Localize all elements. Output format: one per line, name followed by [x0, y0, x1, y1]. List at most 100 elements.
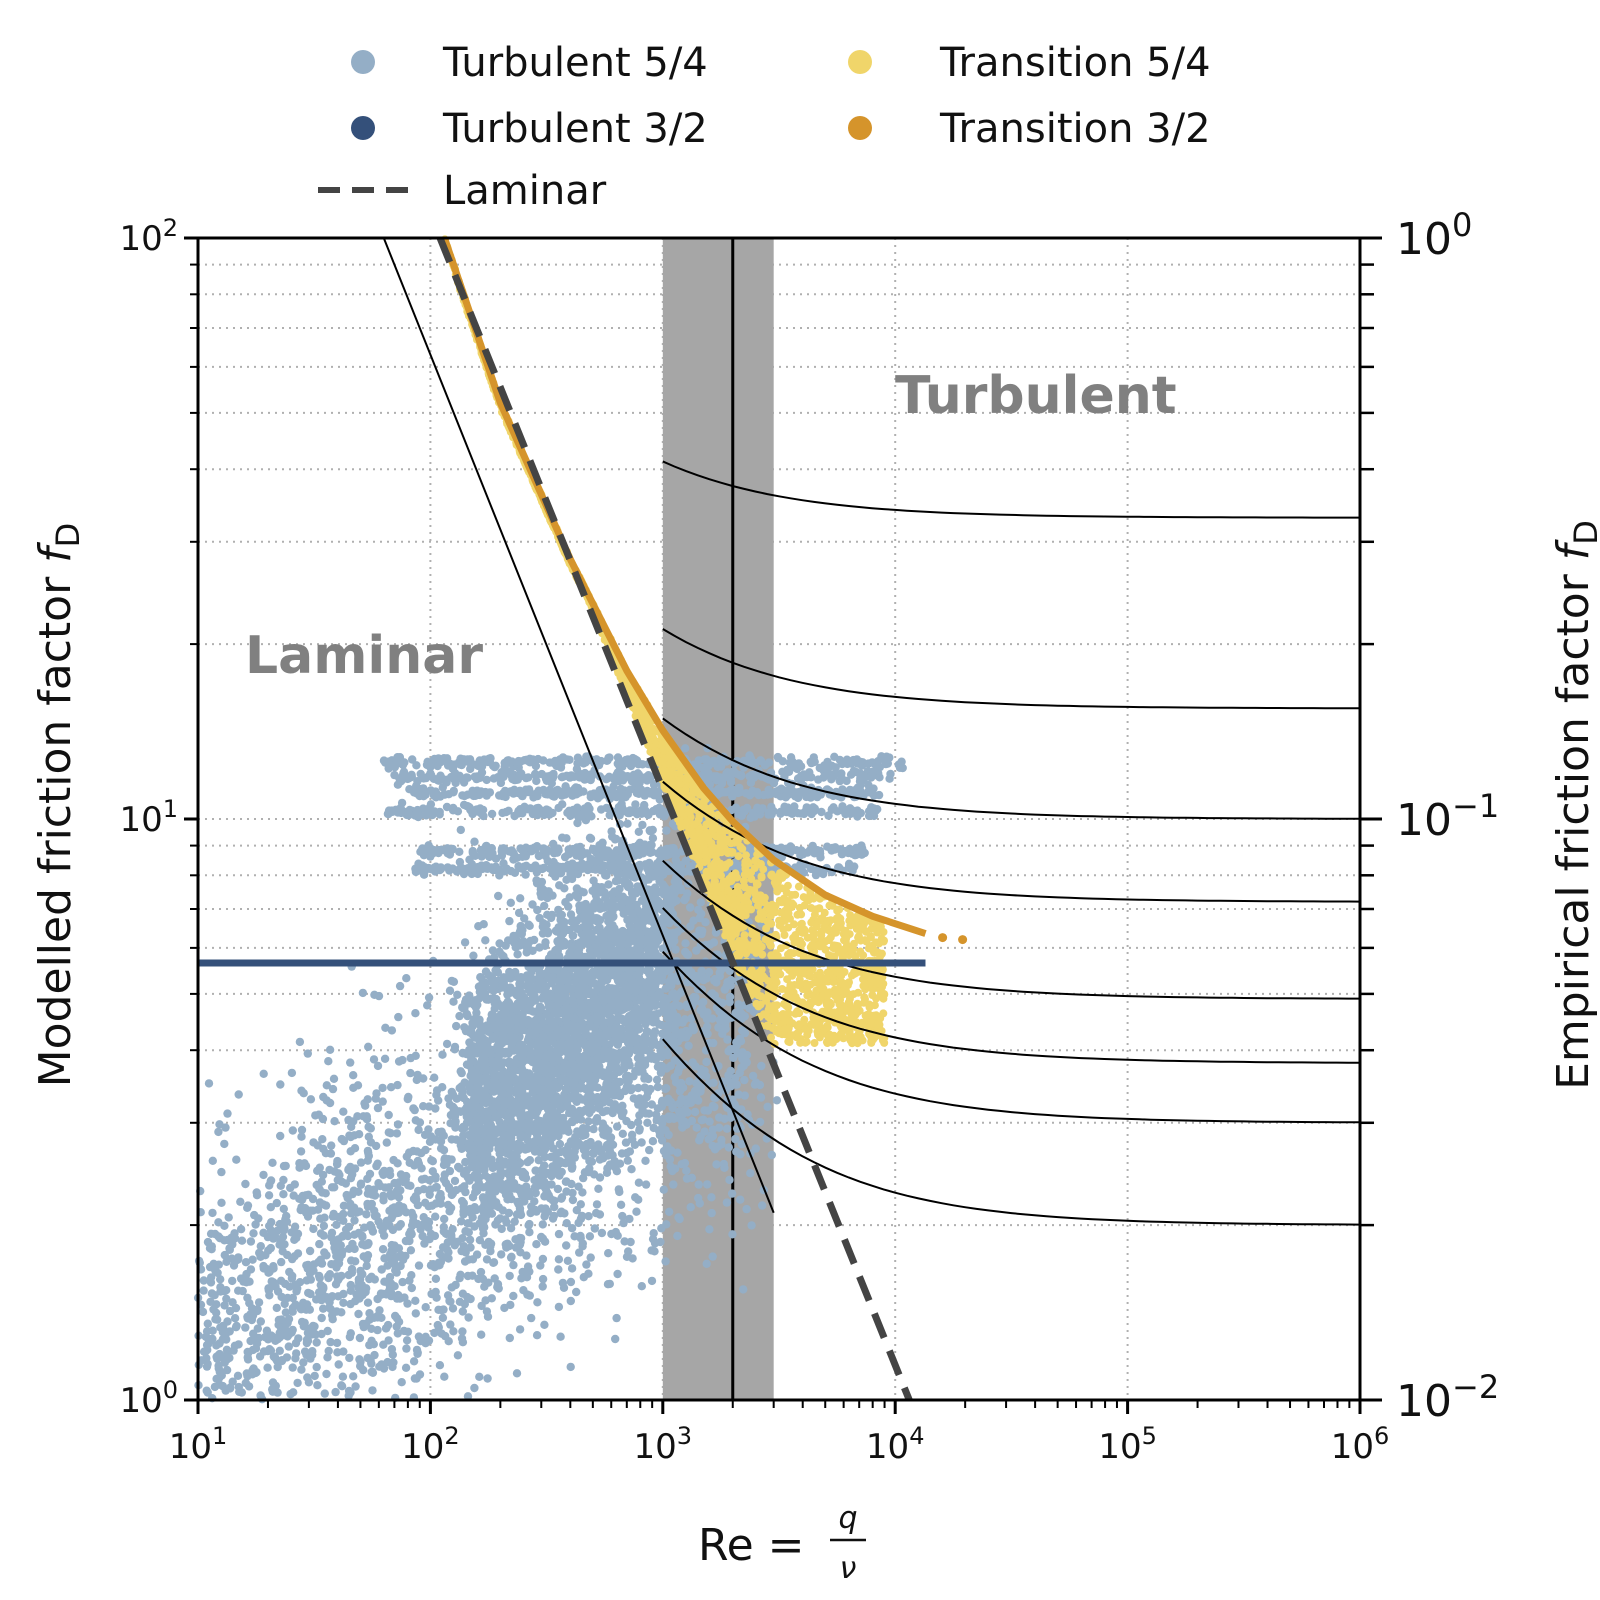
turbulent-5-4-point: [609, 1091, 619, 1100]
turbulent-5-4-point: [373, 1103, 383, 1113]
turbulent-5-4-point: [581, 1051, 591, 1060]
turbulent-5-4-point: [726, 1113, 735, 1123]
turbulent-5-4-point: [491, 1161, 500, 1171]
turbulent-5-4-point: [208, 1326, 217, 1335]
turbulent-5-4-point: [506, 1300, 515, 1310]
turbulent-5-4-point: [314, 1288, 324, 1297]
turbulent-5-4-point: [305, 1246, 315, 1256]
turbulent-5-4-point: [593, 1083, 602, 1092]
turbulent-5-4-point: [299, 1358, 308, 1367]
turbulent-5-4-point: [263, 1363, 272, 1372]
turbulent-5-4-point: [712, 1160, 721, 1169]
turbulent-5-4-point: [249, 1329, 258, 1338]
turbulent-5-4-point: [460, 1105, 470, 1115]
turbulent-5-4-point: [333, 1156, 342, 1166]
turbulent-5-4-point: [614, 1012, 623, 1022]
turbulent-5-4-point: [682, 1002, 692, 1012]
turbulent-5-4-point: [234, 1090, 243, 1099]
turbulent-5-4-point: [566, 1362, 575, 1372]
turbulent-5-4-point: [455, 1011, 464, 1021]
turbulent-5-4-point: [647, 1276, 657, 1286]
turbulent-5-4-point: [364, 1122, 373, 1132]
turbulent-5-4-point: [431, 1104, 440, 1113]
turbulent-5-4-point: [554, 938, 564, 947]
turbulent-5-4-point: [708, 989, 717, 998]
turbulent-5-4-point: [391, 1311, 400, 1321]
turbulent-5-4-point: [539, 1076, 548, 1086]
turbulent-5-4-point: [241, 1323, 250, 1332]
turbulent-5-4-point: [351, 1257, 360, 1266]
turbulent-5-4-point: [368, 1227, 378, 1236]
turbulent-5-4-point: [447, 976, 456, 986]
turbulent-5-4-point: [399, 1326, 409, 1336]
turbulent-5-4-point: [387, 1026, 397, 1035]
turbulent-5-4-point: [480, 1282, 489, 1291]
turbulent-5-4-point: [356, 1180, 366, 1190]
turbulent-5-4-point: [681, 744, 690, 753]
turbulent-5-4-point: [287, 1068, 297, 1078]
turbulent-5-4-point: [482, 995, 491, 1004]
turbulent-5-4-point: [619, 1107, 628, 1117]
turbulent-5-4-point: [423, 1001, 432, 1010]
turbulent-5-4-point: [477, 1330, 486, 1339]
turbulent-5-4-point: [334, 1360, 343, 1369]
turbulent-5-4-point: [259, 1261, 268, 1271]
turbulent-5-4-point: [268, 1385, 277, 1394]
turbulent-5-4-point: [236, 1225, 246, 1234]
turbulent-5-4-point: [605, 1009, 614, 1018]
turbulent-5-4-point: [406, 1246, 416, 1255]
turbulent-5-4-point: [483, 1374, 492, 1383]
turbulent-5-4-point: [680, 895, 689, 905]
turbulent-5-4-point: [334, 1292, 343, 1301]
turbulent-5-4-point: [232, 1256, 241, 1265]
turbulent-5-4-point: [569, 1092, 578, 1102]
turbulent-5-4-point: [386, 1083, 396, 1092]
turbulent-5-4-point: [250, 1210, 259, 1220]
turbulent-5-4-point: [410, 1105, 419, 1115]
turbulent-5-4-point: [241, 1258, 251, 1267]
turbulent-5-4-point: [627, 1130, 637, 1140]
turbulent-5-4-point: [370, 1191, 380, 1200]
turbulent-5-4-point: [663, 1142, 672, 1151]
turbulent-5-4-point: [388, 1362, 397, 1372]
turbulent-5-4-point: [395, 981, 405, 991]
turbulent-5-4-point: [457, 1246, 466, 1256]
turbulent-5-4-point: [457, 1217, 466, 1226]
turbulent-5-4-point: [607, 1082, 616, 1092]
turbulent-5-4-point: [632, 889, 641, 898]
turbulent-5-4-point: [523, 1157, 532, 1167]
turbulent-5-4-point: [411, 1192, 420, 1201]
turbulent-5-4-point: [653, 1009, 663, 1018]
turbulent-5-4-point: [648, 825, 657, 835]
turbulent-5-4-point: [590, 899, 599, 908]
turbulent-5-4-point: [590, 1224, 599, 1233]
turbulent-5-4-point: [325, 1098, 335, 1108]
turbulent-5-4-point: [658, 1114, 668, 1124]
turbulent-5-4-point: [212, 1300, 221, 1309]
turbulent-5-4-point: [541, 1204, 550, 1213]
turbulent-5-4-point: [649, 1229, 658, 1238]
turbulent-5-4-point: [474, 1274, 483, 1284]
turbulent-5-4-point: [528, 1101, 538, 1110]
turbulent-5-4-point: [734, 1000, 743, 1009]
turbulent-5-4-point: [617, 946, 626, 955]
turbulent-5-4-point: [385, 1166, 394, 1176]
turbulent-5-4-point: [199, 1286, 208, 1295]
turbulent-5-4-point: [494, 1284, 503, 1293]
turbulent-5-4-point: [702, 1057, 711, 1067]
turbulent-5-4-point: [598, 1107, 608, 1117]
turbulent-5-4-point: [367, 1359, 376, 1368]
turbulent-5-4-point: [488, 946, 498, 955]
turbulent-5-4-point: [537, 994, 547, 1003]
turbulent-5-4-point: [348, 1205, 357, 1214]
turbulent-5-4-point: [226, 1383, 235, 1392]
turbulent-5-4-point: [644, 875, 653, 884]
turbulent-5-4-point: [273, 1287, 283, 1296]
turbulent-5-4-point: [405, 1236, 414, 1246]
turbulent-5-4-point: [313, 1166, 322, 1176]
turbulent-5-4-point: [658, 1029, 667, 1038]
turbulent-5-4-point: [458, 1289, 468, 1298]
turbulent-5-4-point: [502, 1218, 511, 1227]
turbulent-5-4-point: [214, 1127, 223, 1137]
turbulent-5-4-point: [481, 1240, 490, 1250]
